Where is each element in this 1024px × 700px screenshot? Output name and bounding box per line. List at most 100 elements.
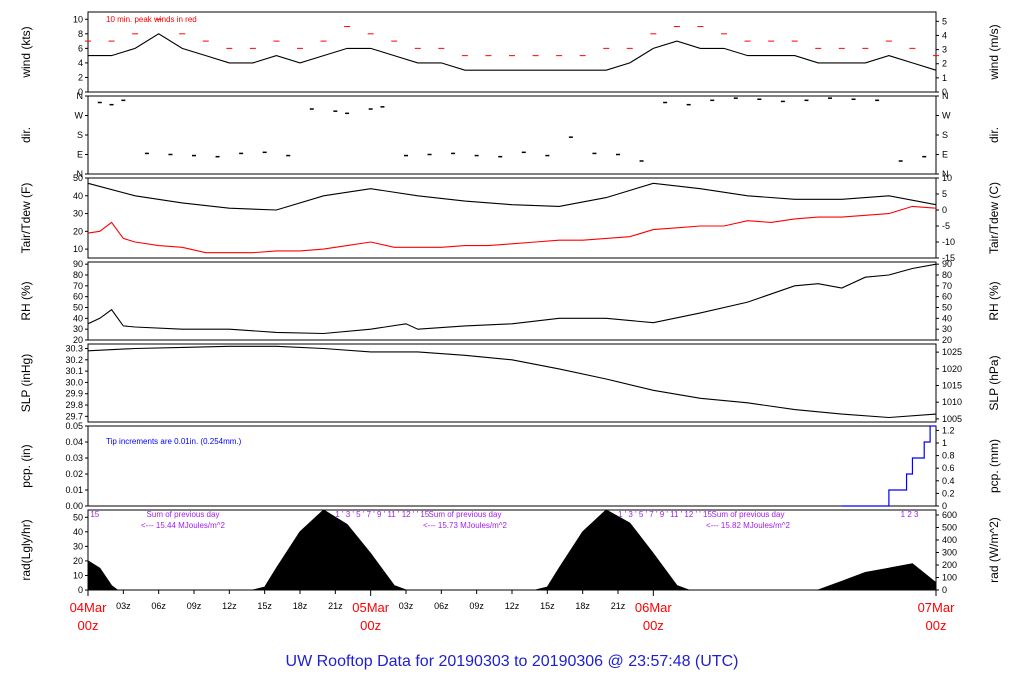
wind-right-tick-label: 5	[942, 16, 947, 26]
slp-left-tick-label: 30.2	[65, 355, 83, 365]
pcp-note: Tip increments are 0.01in. (0.254mm.)	[106, 437, 242, 446]
axis-labels: wind (kts) wind (m/s) dir. dir. Tair/Tdew (F…	[19, 24, 1001, 582]
slp-left-tick-label: 29.8	[65, 400, 83, 410]
x-tick-label: 18z	[293, 601, 308, 611]
rad-left-tick-label: 0	[78, 585, 83, 595]
dir-frame	[87, 95, 937, 175]
wind-left-tick-label: 10	[73, 14, 83, 24]
dir-left-tick-label: S	[77, 130, 83, 140]
wind-ylabel-left: wind (kts)	[19, 26, 33, 78]
temp-left-tick-label: 40	[73, 191, 83, 201]
rh-right-tick-label: 50	[942, 303, 952, 313]
temp-left-tick-label: 50	[73, 173, 83, 183]
rad-sum-1-line1: Sum of previous day	[147, 510, 220, 519]
slp-left-tick-label: 30.1	[65, 366, 83, 376]
wind-left-tick-label: 0	[78, 87, 83, 97]
x-tick-label: 15z	[257, 601, 272, 611]
rh-right-tick-label: 90	[942, 259, 952, 269]
dir-right-tick-label: E	[942, 150, 948, 160]
rad-left-tick-label: 40	[73, 527, 83, 537]
dir-right-tick-label: N	[942, 169, 949, 179]
temp-ylabel-left: Tair/Tdew (F)	[19, 183, 33, 254]
rh-right-tick-label: 60	[942, 292, 952, 302]
dir-right-tick-label: W	[942, 111, 951, 121]
pcp-right-tick-label: 0.8	[942, 451, 955, 461]
dir-right-tick-label: N	[942, 91, 949, 101]
rad-ylabel-right: rad (W/m^2)	[987, 517, 1001, 583]
slp-left-tick-label: 29.7	[65, 411, 83, 421]
rad-ylabel-left: rad(Lgly/hr)	[19, 519, 33, 580]
rad-hour-digits: 1 2 3	[901, 510, 919, 519]
rh-left-tick-label: 20	[73, 335, 83, 345]
rh-line	[87, 263, 937, 335]
rad-right-tick-label: 600	[942, 510, 957, 520]
day-label-date: 05Mar	[352, 600, 390, 615]
temp-right-tick-label: 0	[942, 205, 947, 215]
wind-right-tick-label: 2	[942, 59, 947, 69]
rad-hour-digits: 1 ' 3 ' 5 ' 7 ' 9 ' 11 ' 12 ' ' 15	[335, 510, 429, 519]
slp-left-tick-label: 30.3	[65, 344, 83, 354]
day-label-hour: 00z	[643, 618, 664, 633]
temp-right-tick-label: -5	[942, 221, 950, 231]
slp-right-tick-label: 1015	[942, 380, 962, 390]
rad-right-tick-label: 400	[942, 535, 957, 545]
tdew-line	[87, 205, 937, 254]
rad-left-tick-label: 20	[73, 556, 83, 566]
pcp-right-tick-label: 0.2	[942, 488, 955, 498]
pcp-left-tick-label: 0.05	[65, 421, 83, 431]
slp-frame	[87, 343, 937, 423]
pcp-right-tick-label: 0.6	[942, 463, 955, 473]
rad-left-tick-label: 10	[73, 570, 83, 580]
rh-left-tick-label: 90	[73, 259, 83, 269]
slp-line	[87, 345, 937, 419]
wind-right-tick-label: 4	[942, 30, 947, 40]
x-tick-label: 15z	[540, 601, 555, 611]
rad-hour-digits: 15	[90, 510, 99, 519]
rh-ylabel-left: RH (%)	[19, 281, 33, 320]
wind-left-tick-label: 6	[78, 43, 83, 53]
x-tick-label: 09z	[187, 601, 202, 611]
chart-title: UW Rooftop Data for 20190303 to 20190306…	[286, 653, 739, 670]
dir-left-tick-label: N	[77, 91, 84, 101]
x-tick-label: 18z	[575, 601, 590, 611]
wind-right-tick-label: 1	[942, 73, 947, 83]
pcp-left-tick-label: 0.04	[65, 437, 83, 447]
x-tick-label: 06z	[434, 601, 449, 611]
temp-left-tick-label: 30	[73, 209, 83, 219]
pcp-right-tick-label: 0	[942, 501, 947, 511]
temp-left-tick-label: 20	[73, 226, 83, 236]
rh-right-tick-label: 80	[942, 270, 952, 280]
rad-sum-3-line2: <--- 15.82 MJoules/m^2	[706, 521, 791, 530]
dir-ylabel-left: dir.	[19, 127, 33, 143]
wind-left-tick-label: 8	[78, 29, 83, 39]
day-label-hour: 00z	[926, 618, 947, 633]
panel-frames	[87, 11, 937, 591]
pcp-ylabel-left: pcp. (in)	[19, 444, 33, 487]
pcp-left-tick-label: 0.03	[65, 453, 83, 463]
day-label-hour: 00z	[78, 618, 99, 633]
series-layer: 15 1 ' 3 ' 5 ' 7 ' 9 ' 11 ' 12 ' ' 15 1 ' …	[85, 18, 939, 591]
wind-left-tick-label: 2	[78, 72, 83, 82]
rh-left-tick-label: 70	[73, 281, 83, 291]
pcp-frame	[87, 425, 937, 507]
slp-left-tick-label: 29.9	[65, 389, 83, 399]
x-tick-label: 21z	[328, 601, 343, 611]
slp-right-tick-label: 1010	[942, 397, 962, 407]
dir-right-tick-label: S	[942, 130, 948, 140]
pcp-ylabel-right: pcp. (mm)	[987, 439, 1001, 493]
slp-left-tick-label: 30.0	[65, 377, 83, 387]
pcp-line	[841, 425, 936, 507]
day-label-hour: 00z	[360, 618, 381, 633]
day-label-date: 07Mar	[918, 600, 956, 615]
temp-frame	[87, 177, 937, 259]
wind-note: 10 min. peak winds in red	[106, 15, 197, 24]
rad-right-tick-label: 500	[942, 522, 957, 532]
slp-right-tick-label: 1025	[942, 347, 962, 357]
dir-left-tick-label: E	[77, 150, 83, 160]
rh-left-tick-label: 40	[73, 313, 83, 323]
wind-left-tick-label: 4	[78, 58, 83, 68]
x-tick-label: 03z	[116, 601, 131, 611]
rh-right-tick-label: 40	[942, 313, 952, 323]
rh-right-tick-label: 20	[942, 335, 952, 345]
rh-left-tick-label: 50	[73, 303, 83, 313]
